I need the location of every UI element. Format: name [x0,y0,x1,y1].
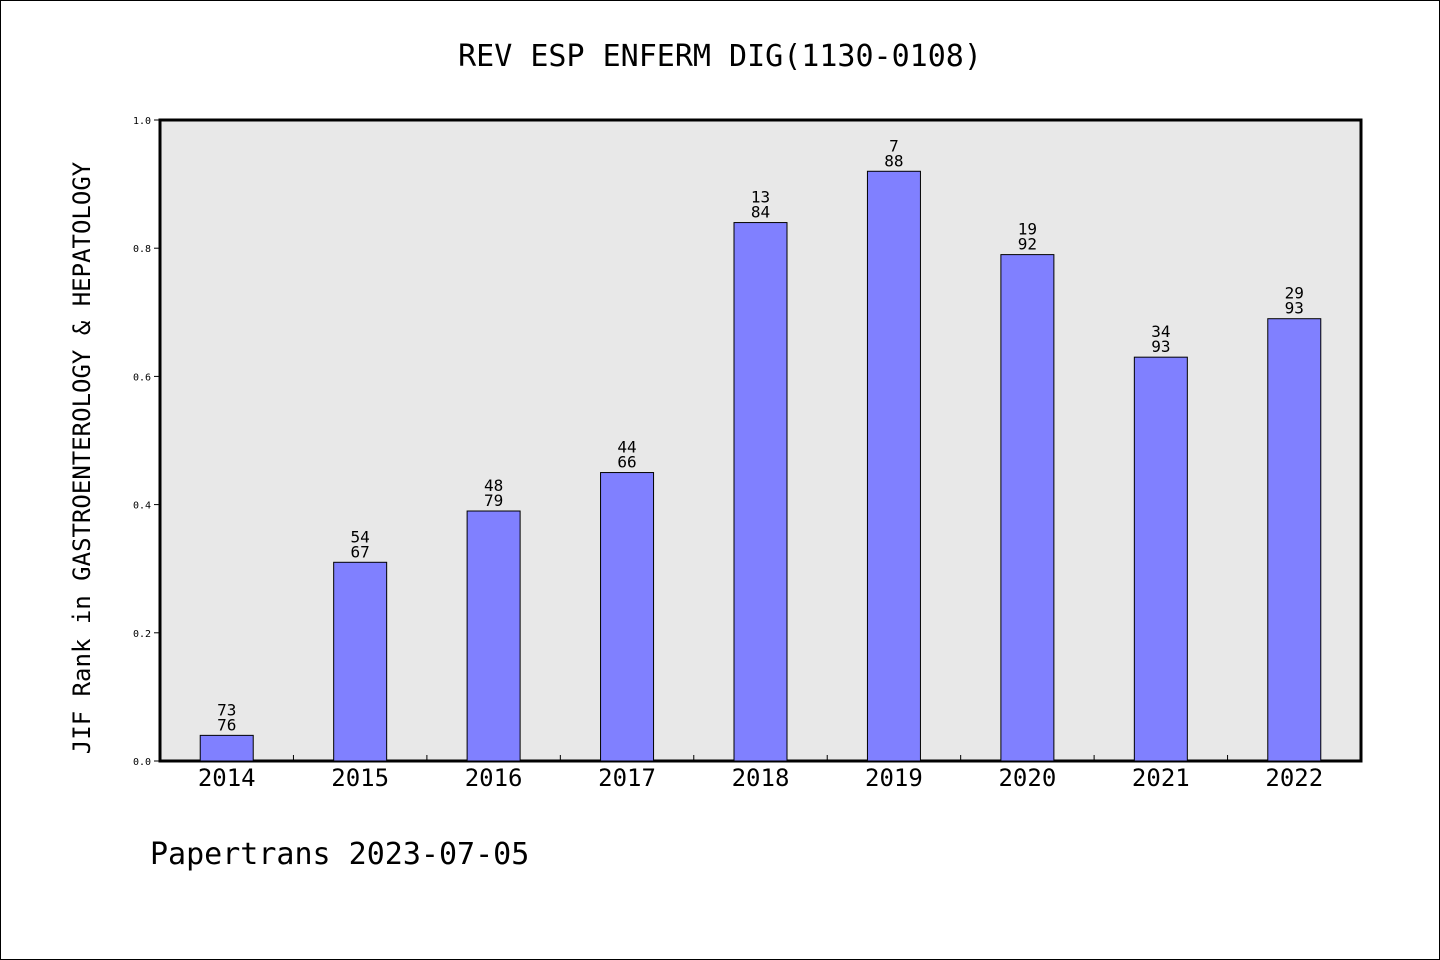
y-axis-label: JIF Rank in GASTROENTEROLOGY & HEPATOLOG… [68,161,96,754]
bar-2020 [1000,254,1055,762]
y-tick-label-2: 0.4 [133,501,151,512]
x-tick-label-2021: 2021 [1132,764,1190,792]
x-tick-label-2020: 2020 [998,764,1056,792]
y-tick-label-4: 0.8 [133,244,151,255]
x-tick-label-2018: 2018 [732,764,790,792]
bar-2014 [199,734,254,762]
bar-total-label-2015: 67 [351,542,370,561]
y-tick-label-3: 0.6 [133,372,151,383]
bar-2018 [733,222,788,762]
bar-2019 [866,170,921,762]
x-tick-label-2016: 2016 [465,764,523,792]
x-tick-label-2017: 2017 [598,764,656,792]
bar-rank-label-2018: 13 [751,188,770,207]
bar-rank-label-2020: 19 [1018,220,1037,239]
bar-rank-label-2019: 7 [889,136,899,155]
bar-2017 [600,472,655,762]
y-axis: 0.0 0.2 0.4 0.6 0.8 1.0 [133,116,160,768]
bar-2015 [333,561,388,762]
chart-title: REV ESP ENFERM DIG(1130-0108) [458,39,982,74]
x-tick-label-2022: 2022 [1265,764,1323,792]
y-tick-label-1: 0.2 [133,629,151,640]
x-tick-label-2014: 2014 [198,764,256,792]
x-axis: 2014 2015 2016 2017 2018 2019 2020 2021 2022 [198,755,1323,792]
bar-total-label-2018: 84 [751,203,770,222]
bar-total-label-2022: 93 [1285,299,1304,318]
y-tick-label-0: 0.0 [133,757,151,768]
bar-2021 [1133,356,1188,762]
bar-total-label-2021: 93 [1151,337,1170,356]
bar-2016 [466,510,521,762]
bar-total-label-2019: 88 [884,151,903,170]
bar-total-label-2014: 76 [217,715,236,734]
bar-rank-label-2015: 54 [351,527,370,546]
bar-2022 [1267,318,1322,762]
bar-rank-label-2022: 29 [1285,284,1304,303]
bar-total-label-2020: 92 [1018,235,1037,254]
bar-rank-label-2016: 48 [484,476,503,495]
x-tick-label-2019: 2019 [865,764,923,792]
bar-rank-label-2017: 44 [617,438,636,457]
x-tick-label-2015: 2015 [331,764,389,792]
bar-rank-label-2021: 34 [1151,322,1170,341]
y-tick-label-5: 1.0 [133,116,151,127]
bar-rank-label-2014: 73 [217,700,236,719]
bar-total-label-2017: 66 [617,453,636,472]
bar-total-label-2016: 79 [484,491,503,510]
footer-text: Papertrans 2023-07-05 [150,837,529,872]
